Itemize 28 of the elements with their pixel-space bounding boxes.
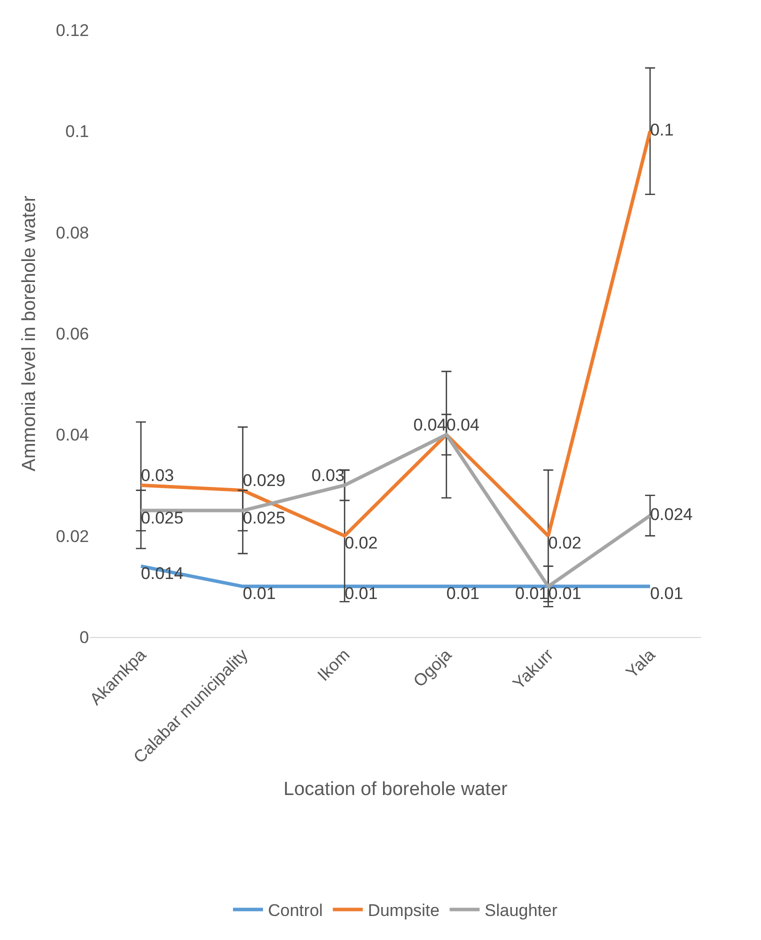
data-label: 0.1 [650, 120, 674, 140]
data-label: 0.02 [344, 534, 378, 553]
y-tick-label: 0.12 [56, 20, 89, 40]
data-label: 0.03 [311, 466, 345, 485]
data-label: 0.024 [650, 504, 693, 524]
x-axis-title: Location of borehole water [284, 778, 508, 800]
y-tick-label: 0.02 [56, 526, 89, 546]
y-tick-label: 0.06 [56, 324, 89, 344]
data-label: 0.01 [548, 584, 582, 604]
y-axis-title: Ammonia level in borehole water [18, 195, 40, 472]
y-tick-label: 0 [80, 628, 89, 647]
y-tick-label: 0.04 [56, 426, 89, 445]
data-label: 0.04 [446, 415, 480, 434]
legend-label: Dumpsite [368, 901, 440, 920]
legend-label: Control [268, 901, 323, 920]
data-label: 0.03 [140, 466, 174, 485]
line-series [139, 129, 652, 538]
data-label: 0.01 [242, 584, 276, 604]
x-tick-label: Yala [622, 644, 660, 682]
data-label: 0.01 [446, 584, 480, 604]
data-label: 0.01 [650, 584, 684, 604]
y-tick-label: 0.08 [56, 223, 89, 242]
data-label: 0.01 [344, 584, 378, 604]
y-tick-label: 0.1 [65, 122, 89, 142]
line-series [139, 432, 652, 588]
data-label: 0.01 [515, 584, 548, 604]
data-label: 0.025 [140, 508, 184, 528]
legend-label: Slaughter [484, 901, 558, 920]
